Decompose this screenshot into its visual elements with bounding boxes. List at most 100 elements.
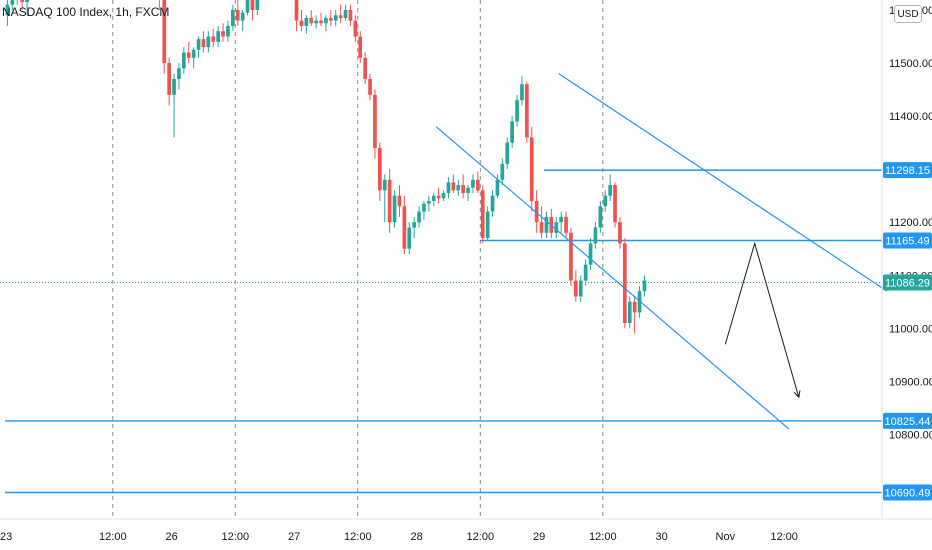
candle-body <box>574 280 578 297</box>
candle-body <box>422 203 426 212</box>
candle-body <box>363 57 367 79</box>
candle-body <box>500 163 505 180</box>
candle-body <box>583 264 588 281</box>
candle-body <box>466 187 470 194</box>
arrow-head <box>793 390 801 399</box>
axes <box>0 0 932 520</box>
candle-body <box>338 15 343 18</box>
candle-body <box>588 243 593 265</box>
candle-body <box>353 20 358 37</box>
candle-body <box>10 0 15 5</box>
candle-body <box>476 179 480 191</box>
candle-body <box>397 195 402 207</box>
candle-body <box>245 0 250 13</box>
horizontal-levels[interactable] <box>0 169 882 494</box>
candle-body <box>451 182 456 191</box>
candle-body <box>191 49 196 58</box>
candle-body <box>618 222 622 244</box>
candle-body <box>324 17 328 24</box>
candle-body <box>402 206 407 249</box>
time-tick-label: 28 <box>410 531 422 543</box>
price-axis-ticks: 11600.0011500.0011400.0011200.0011100.00… <box>889 5 932 441</box>
chart-title: NASDAQ 100 Index, 1h, FXCM <box>2 5 169 19</box>
candle-body <box>221 31 225 37</box>
candle-body <box>529 137 534 201</box>
candle-body <box>608 185 612 196</box>
candle-body <box>480 190 485 239</box>
candle-body <box>544 216 549 233</box>
price-tick-label: 10900.00 <box>889 376 932 388</box>
currency-button[interactable]: USD <box>894 5 922 23</box>
price-tag-label: 10690.49 <box>885 488 931 500</box>
candle-body <box>569 232 573 281</box>
candle-body <box>387 179 392 223</box>
candle-body <box>240 12 245 21</box>
candle-body <box>162 0 167 64</box>
time-axis-ticks: 23 12:00 26 12:00 27 12:00 28 12:00 29 12:00 30 Nov… <box>0 531 798 543</box>
channel-line <box>558 73 888 292</box>
price-tag-bg <box>883 412 932 429</box>
candle-body <box>510 121 514 143</box>
price-tag-label: 11086.29 <box>885 278 930 290</box>
candle-body <box>20 0 24 3</box>
candle-body <box>525 84 529 138</box>
price-tag-bg <box>883 162 932 179</box>
candle-body <box>461 185 465 194</box>
candle-body <box>539 222 544 233</box>
time-tick-label: 27 <box>288 531 300 543</box>
candle-body <box>515 100 519 122</box>
candle-body <box>358 36 363 58</box>
candle-body <box>294 0 299 21</box>
price-tag-bg <box>883 484 932 501</box>
time-tick-label: 12:00 <box>467 531 495 543</box>
candle-body <box>407 227 412 249</box>
price-tick-label: 10800.00 <box>889 429 932 441</box>
candle-body <box>632 301 637 313</box>
projection-path <box>724 241 800 398</box>
drawings[interactable] <box>435 73 888 430</box>
time-tick-label: 26 <box>165 531 177 543</box>
candle-body <box>456 185 461 191</box>
candle-body <box>329 17 333 21</box>
candle-body <box>495 179 500 196</box>
candle-body <box>373 94 377 148</box>
candle-body <box>490 195 495 212</box>
candle-body <box>343 10 348 18</box>
candle-body <box>226 25 230 37</box>
candle-body <box>392 195 397 223</box>
time-tick-label: 23 <box>0 531 12 543</box>
price-tag-label: 10825.44 <box>885 416 931 428</box>
candle-body <box>235 10 240 21</box>
time-tick-label: 12:00 <box>770 531 798 543</box>
candle-body <box>485 211 490 239</box>
channel-line <box>435 126 790 430</box>
candle-body <box>431 195 436 201</box>
session-grid <box>112 0 604 519</box>
candle-body <box>613 185 617 223</box>
candle-body <box>368 78 372 95</box>
time-tick-label: 29 <box>533 531 545 543</box>
price-tick-label: 11500.00 <box>889 58 932 70</box>
candle-body <box>299 20 304 26</box>
price-tick-label: 11000.00 <box>889 323 932 335</box>
candle-body <box>603 195 608 207</box>
candle-body <box>559 216 563 223</box>
time-tick-label: Nov <box>716 531 736 543</box>
candle-body <box>255 0 260 10</box>
candle-body <box>304 17 309 26</box>
candle-body <box>250 0 255 10</box>
candle-body <box>333 15 338 21</box>
candle-body <box>593 227 598 244</box>
candle-body <box>436 195 441 199</box>
price-tick-label: 11400.00 <box>889 111 932 123</box>
candle-body <box>446 182 451 194</box>
candle-body <box>201 39 206 48</box>
candle-body <box>314 20 318 24</box>
candle-body <box>182 52 186 69</box>
price-tag-label: 11298.15 <box>885 165 930 177</box>
time-tick-label: 12:00 <box>99 531 127 543</box>
candle-body <box>167 63 171 95</box>
price-tag-label: 11165.49 <box>885 236 929 248</box>
candle-body <box>578 280 583 297</box>
